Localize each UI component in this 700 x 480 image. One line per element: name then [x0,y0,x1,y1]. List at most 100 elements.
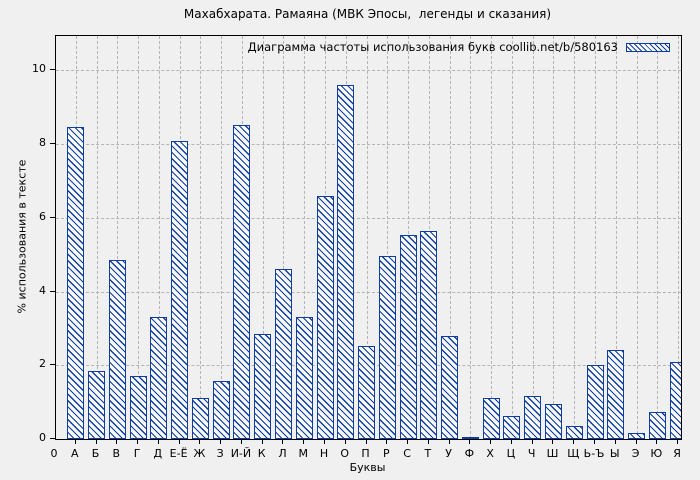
y-tick-mark [50,438,56,439]
bar-hatch-pattern [545,404,561,438]
vgridline-К [262,36,264,439]
hgridline-4 [56,291,681,293]
x-tick-mark [386,439,388,444]
legend-label: Диаграмма частоты использования букв coo… [247,40,618,54]
x-tick-mark [95,439,97,444]
x-tick-label-Ф: Ф [464,447,475,460]
y-tick-mark [50,69,56,71]
bar-Щ [565,426,583,439]
x-tick-label-Ы: Ы [609,447,620,460]
vgridline-У [449,36,451,439]
x-tick-mark [407,439,409,444]
x-tick-mark [531,439,533,444]
vgridline-Р [387,36,389,439]
x-tick-mark [365,439,367,444]
bar-hatch-pattern [172,142,188,438]
bar-Д [150,317,168,439]
x-tick-mark [427,439,429,444]
bar-hatch-pattern [670,362,681,438]
x-tick-label-Э: Э [631,447,640,460]
bar-В [108,260,126,439]
bar-hatch-pattern [275,270,291,438]
bar-Ю [648,412,666,439]
bar-hatch-pattern [483,399,499,438]
y-tick-mark [50,216,56,218]
vgridline-Х [491,36,493,439]
x-tick-mark [220,439,222,444]
x-tick-label-Л: Л [278,447,287,460]
bar-hatch-pattern [462,437,478,438]
legend: Диаграмма частоты использования букв coo… [248,40,670,54]
bar-hatch-pattern [421,232,437,438]
vgridline-Ю [657,36,659,439]
bar-Ч [524,396,542,439]
x-tick-mark [594,439,596,444]
x-tick-mark [282,439,284,444]
x-tick-mark [573,439,575,444]
x-tick-mark [178,439,180,444]
vgridline-Я [678,36,680,439]
vgridline-Ш [553,36,555,439]
bar-Р [378,255,396,439]
bar-hatch-pattern [649,413,665,438]
vgridline-М [304,36,306,439]
vgridline-З [221,36,223,439]
x-tick-mark [677,439,679,444]
bar-К [254,333,272,439]
x-tick-label-Щ: Щ [567,447,580,460]
vgridline-Г [138,36,140,439]
bar-Н [316,195,334,439]
x-tick-label-Ц: Ц [506,447,516,460]
y-tick-mark [50,143,56,145]
x-tick-label-Р: Р [382,447,390,460]
bar-hatch-pattern [130,377,146,438]
bar-Е-Ё [171,141,189,439]
bar-Ы [607,349,625,439]
x-tick-label-В: В [112,447,121,460]
y-tick-label-8: 8 [39,136,46,150]
x-tick-label-Б: Б [91,447,100,460]
x-tick-label-З: З [216,447,224,460]
x-tick-label-Н: Н [319,447,329,460]
x-tick-label-Х: Х [486,447,494,460]
y-tick-label-0: 0 [39,431,46,444]
bar-hatch-pattern [213,382,229,438]
x-tick-mark [490,439,492,444]
bar-hatch-pattern [255,334,271,438]
bar-hatch-pattern [566,427,582,438]
x-tick-mark [469,439,471,444]
vgridline-Э [636,36,638,439]
x-tick-label-К: К [257,447,266,460]
bar-Л [274,269,292,439]
x-tick-label-Я: Я [673,447,681,460]
y-tick-mark [50,290,56,292]
hgridline-10 [56,70,681,72]
y-tick-label-6: 6 [39,209,46,223]
bar-hatch-pattern [296,318,312,438]
x-tick-mark [303,439,305,444]
x-tick-label-А: А [71,447,79,460]
x-tick-mark [552,439,554,444]
x-tick-mark [448,439,450,444]
chart-title: Махабхарата. Рамаяна (МВК Эпосы, легенды… [183,7,552,21]
bar-П [358,346,376,439]
x-tick-label-Ш: Ш [546,447,559,460]
bar-Г [129,376,147,439]
x-tick-mark [261,439,263,444]
bar-hatch-pattern [442,336,458,438]
x-tick-label-Т: Т [424,447,432,460]
x-tick-label-Ь-Ъ: Ь-Ъ [583,447,605,460]
x-tick-mark [635,439,637,444]
x-tick-label-М: М [298,447,308,460]
x-tick-label-С: С [403,447,411,460]
legend-swatch-icon [626,42,670,52]
bar-Ь-Ъ [586,364,604,439]
vgridline-Щ [574,36,576,439]
vgridline-Ф [470,36,472,439]
vgridline-Б [96,36,98,439]
bar-Ф [461,436,479,439]
vgridline-Ы [615,36,617,439]
bar-hatch-pattern [525,397,541,438]
bar-hatch-pattern [192,398,208,438]
